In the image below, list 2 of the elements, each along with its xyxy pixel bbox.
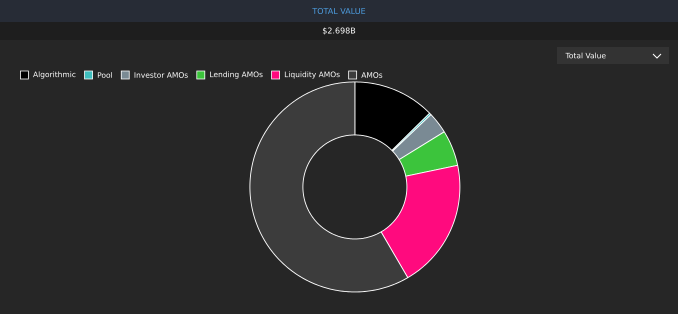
chart-subtitle: $2.698B <box>322 27 356 35</box>
chart-title: TOTAL VALUE <box>312 8 366 14</box>
